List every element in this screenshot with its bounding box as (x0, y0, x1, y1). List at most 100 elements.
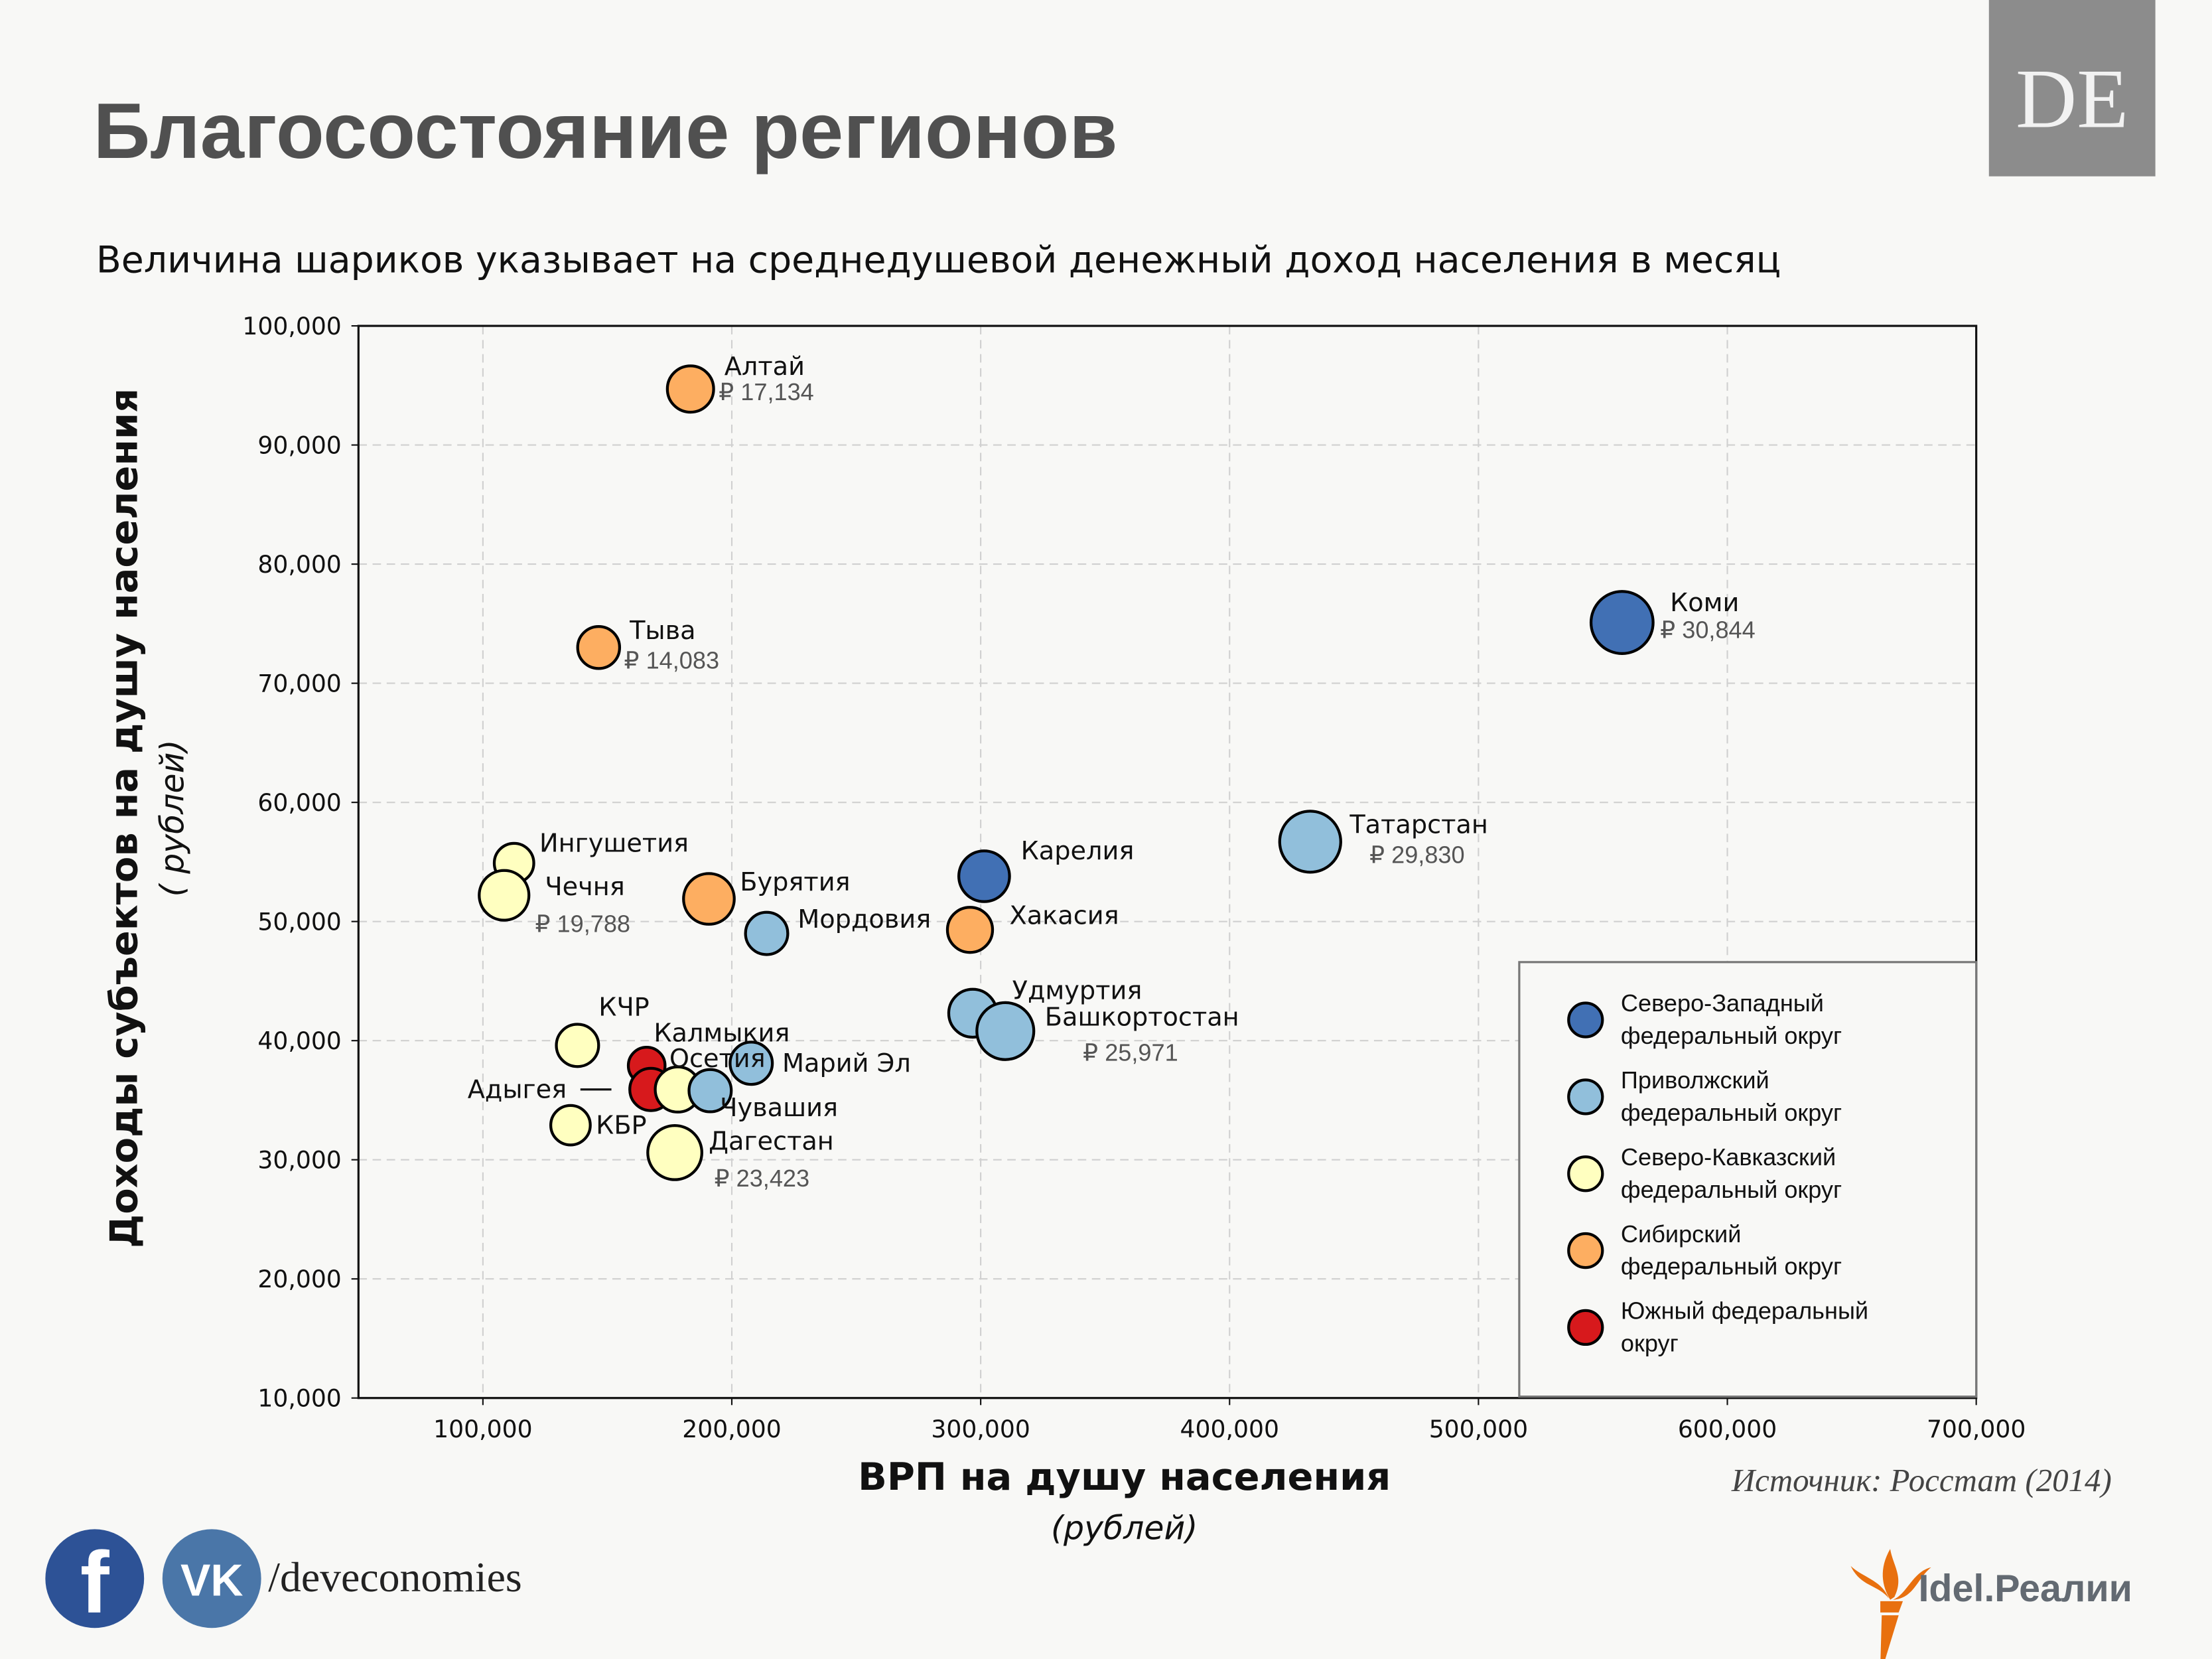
legend-label: округ (1621, 1330, 1679, 1357)
point-label: Тыва (629, 616, 696, 646)
x-axis-label: ВРП на душу населения (858, 1455, 1391, 1499)
data-points: Алтай₽ 17,134 Тыва₽ 14,083 Коми₽ 30,844 Тат… (468, 352, 1756, 1192)
bubble-chart: 100,000 200,000 300,000 400,000 500,000 600,0… (102, 312, 2026, 1547)
y-tick-label: 30,000 (257, 1145, 341, 1174)
point-label: Хакасия (1010, 901, 1119, 931)
point-label: Мордовия (797, 904, 931, 934)
x-tick-label: 300,000 (931, 1415, 1030, 1443)
bubble-Коми (1589, 590, 1655, 655)
bubble-Марий Эл (728, 1041, 774, 1086)
y-tick-label: 50,000 (257, 907, 341, 936)
torch-icon (1850, 1549, 1931, 1659)
bubble-КБР (549, 1104, 592, 1147)
vk-icon[interactable] (162, 1529, 261, 1628)
point-label: Алтай (725, 352, 805, 382)
income-label: ₽ 30,844 (1660, 616, 1756, 643)
legend-marker (1567, 1309, 1604, 1346)
y-axis-label: Доходы субъектов на душу населения (102, 388, 147, 1248)
source-note: Источник: Росстат (2014) (1731, 1462, 2112, 1498)
y-tick-label: 40,000 (257, 1027, 341, 1055)
y-tick-label: 90,000 (257, 431, 341, 459)
y-tick-label: 70,000 (257, 669, 341, 697)
income-label: ₽ 14,083 (624, 647, 720, 674)
point-label: Карелия (1021, 836, 1135, 866)
point-label: Чечня (545, 872, 624, 902)
x-tick-label: 600,000 (1678, 1415, 1777, 1443)
legend-item: Северо-Западный федеральный округ (1567, 989, 1842, 1049)
legend-item: Южный федеральный округ (1567, 1297, 1868, 1357)
income-label: ₽ 29,830 (1369, 841, 1465, 868)
idel-realii-text: Idel.Реалии (1918, 1567, 2132, 1610)
page-title: Благосостояние регионов (94, 87, 1118, 175)
point-label: Бурятия (740, 867, 850, 897)
income-label: ₽ 23,423 (715, 1165, 810, 1192)
point-label: Татарстан (1349, 810, 1488, 840)
idel-realii-logo: Idel.Реалии (1850, 1549, 2132, 1659)
y-tick-label: 20,000 (257, 1265, 341, 1293)
vk-button[interactable]: VK (162, 1529, 261, 1628)
legend-label: Приволжский (1621, 1066, 1769, 1094)
income-label: ₽ 19,788 (535, 910, 631, 937)
point-label: КБР (596, 1110, 646, 1140)
point-label: Башкортостан (1045, 1002, 1239, 1032)
facebook-icon[interactable] (45, 1529, 145, 1628)
x-tick-label: 200,000 (682, 1415, 781, 1443)
bubble-Мордовия (744, 910, 790, 956)
bubble-Бурятия (682, 872, 736, 926)
y-tick-label: 60,000 (257, 788, 341, 817)
legend-item: Сибирский федеральный округ (1567, 1220, 1842, 1280)
legend-item: Северо-Кавказский федеральный округ (1567, 1143, 1842, 1203)
legend-marker (1567, 1155, 1604, 1192)
bubble-Карелия (957, 849, 1011, 903)
legend-item: Приволжский федеральный округ (1567, 1066, 1842, 1126)
legend-label: Северо-Западный (1621, 989, 1824, 1017)
vk-glyph: VK (180, 1555, 243, 1605)
plot-frame (357, 325, 1978, 1400)
point-label: Чувашия (720, 1093, 838, 1123)
y-tick-label: 80,000 (257, 550, 341, 579)
x-tick-label: 100,000 (433, 1415, 532, 1443)
bubble-Башкортостан (975, 1001, 1036, 1061)
tick-labels: 100,000 200,000 300,000 400,000 500,000 600,0… (242, 312, 2026, 1443)
legend-marker (1567, 1078, 1604, 1116)
point-label: Удмуртия (1012, 976, 1142, 1006)
point-label: Осетия (669, 1044, 766, 1074)
de-logo-box (1988, 0, 2156, 177)
facebook-glyph: f (80, 1534, 110, 1631)
legend-marker (1567, 1001, 1604, 1039)
point-label: Марий Эл (782, 1048, 911, 1078)
point-label: КЧР (598, 993, 649, 1023)
legend-label: федеральный округ (1621, 1176, 1842, 1203)
legend-marker (1567, 1232, 1604, 1269)
bubble-Тыва (576, 625, 622, 670)
legend-label: Южный федеральный (1621, 1297, 1868, 1325)
de-logo: DE (1988, 0, 2156, 177)
point-label: Дагестан (709, 1127, 834, 1157)
bubble-Алтай (665, 364, 715, 414)
bubble-Чечня (478, 869, 531, 922)
y-axis-unit: ( рублей) (154, 740, 192, 897)
point-label: Ингушетия (539, 829, 689, 859)
legend-label: федеральный округ (1621, 1099, 1842, 1126)
x-tick-label: 500,000 (1429, 1415, 1528, 1443)
bubble-Татарстан (1278, 810, 1342, 874)
legend-label: федеральный округ (1621, 1022, 1842, 1049)
bubble-КЧР (555, 1023, 600, 1068)
bubble-Хакасия (945, 906, 995, 954)
income-label: ₽ 25,971 (1083, 1039, 1178, 1066)
subtitle: Величина шариков указывает на среднедуше… (96, 239, 1781, 281)
legend-label: Северо-Кавказский (1621, 1143, 1836, 1171)
legend-label: федеральный округ (1621, 1253, 1842, 1280)
social-handle[interactable]: /deveconomies (268, 1553, 521, 1601)
point-label: Коми (1670, 588, 1739, 618)
de-logo-text: DE (2016, 51, 2128, 145)
x-axis-unit: (рублей) (1051, 1509, 1198, 1547)
legend-label: Сибирский (1621, 1220, 1741, 1248)
point-label: Калмыкия (654, 1019, 790, 1048)
bubble-Чувашия (687, 1068, 733, 1114)
y-tick-label: 100,000 (242, 312, 341, 340)
facebook-button[interactable]: f (45, 1529, 145, 1631)
bubble-Дагестан (646, 1124, 703, 1181)
